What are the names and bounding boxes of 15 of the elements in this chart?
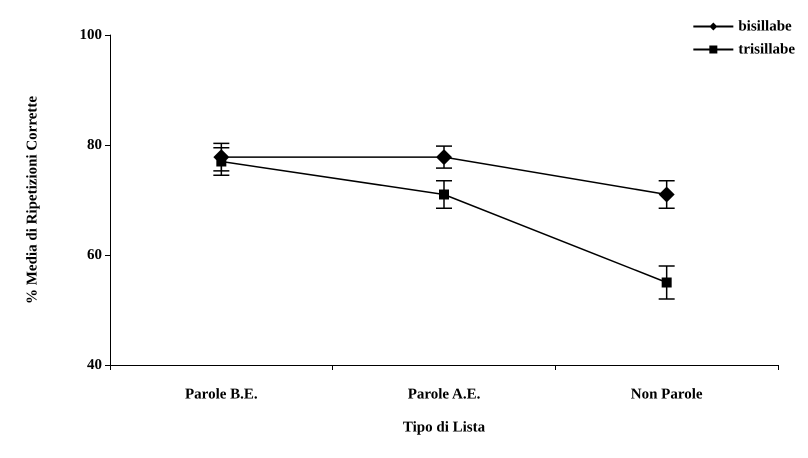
y-axis-title: % Media di Ripetizioni Corrette	[24, 96, 40, 304]
point	[658, 186, 675, 202]
x-tick-label: Parole B.E.	[185, 386, 258, 402]
legend-label: trisillabe	[738, 42, 796, 58]
x-tick-label: Parole A.E.	[408, 386, 481, 402]
y-tick-label: 60	[87, 247, 102, 263]
y-tick-label: 100	[80, 27, 102, 43]
y-tick-label: 80	[87, 137, 102, 153]
legend-label: bisillabe	[738, 18, 792, 34]
y-tick-label: 40	[87, 357, 102, 373]
point	[662, 278, 672, 288]
x-axis-title: Tipo di Lista	[402, 420, 486, 436]
point	[439, 190, 449, 200]
point	[436, 149, 452, 166]
x-tick-label: Non Parole	[630, 386, 703, 402]
